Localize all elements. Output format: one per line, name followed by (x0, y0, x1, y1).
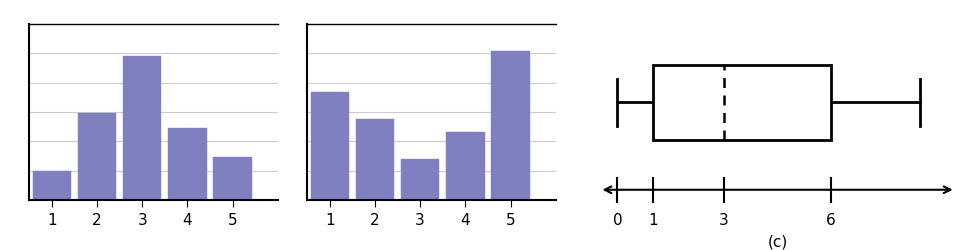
Bar (78, 114, 116, 200)
Bar (32, 171, 71, 200)
Text: (a): (a) (143, 249, 164, 250)
Text: 1: 1 (648, 212, 658, 227)
Text: (c): (c) (767, 234, 788, 249)
Bar (310, 92, 349, 200)
Bar (447, 132, 485, 200)
Text: 0: 0 (612, 212, 622, 227)
Bar (214, 157, 252, 200)
Bar (123, 56, 162, 200)
Text: (b): (b) (420, 249, 443, 250)
Bar (491, 52, 529, 200)
Bar (653, 66, 831, 140)
Bar (401, 160, 440, 200)
Bar (356, 119, 394, 200)
Text: 3: 3 (720, 212, 729, 227)
Bar (169, 128, 207, 200)
Text: 6: 6 (826, 212, 836, 227)
